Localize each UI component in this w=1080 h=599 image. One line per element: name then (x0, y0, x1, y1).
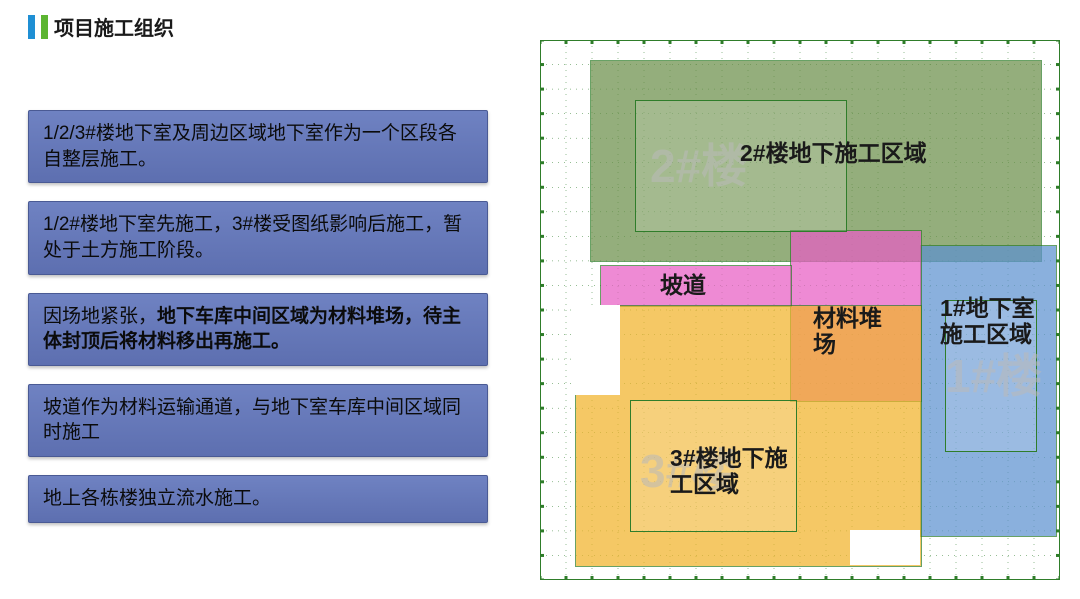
zone1-label: 1#地下室 施工区域 (940, 295, 1035, 348)
bullet-item: 1/2/3#楼地下室及周边区域地下室作为一个区段各自整层施工。 (28, 110, 488, 183)
zone-cutout (575, 305, 620, 395)
bullet-item: 因场地紧张，地下车库中间区域为材料堆场，待主体封顶后将材料移出再施工。 (28, 293, 488, 366)
bullet-item: 1/2#楼地下室先施工，3#楼受图纸影响后施工，暂处于土方施工阶段。 (28, 201, 488, 274)
title-bar: 项目施工组织 (28, 12, 174, 41)
accent-bar-green (41, 15, 48, 39)
site-plan: 2#楼1#楼3#楼2#楼地下施工区域1#地下室 施工区域材料堆 场坡道3#楼地下… (540, 40, 1060, 580)
zone-cutout (850, 530, 920, 565)
pile-label: 材料堆 场 (813, 305, 882, 358)
zone2-label: 2#楼地下施工区域 (740, 140, 927, 166)
bullet-item: 坡道作为材料运输通道，与地下室车库中间区域同时施工 (28, 384, 488, 457)
bullet-list: 1/2/3#楼地下室及周边区域地下室作为一个区段各自整层施工。 1/2#楼地下室先… (28, 110, 488, 523)
zone3-label: 3#楼地下施 工区域 (670, 445, 788, 498)
bullet-item: 地上各栋楼独立流水施工。 (28, 475, 488, 523)
ramp-label: 坡道 (660, 272, 706, 298)
accent-bar-blue (28, 15, 35, 39)
page-title: 项目施工组织 (54, 12, 174, 41)
